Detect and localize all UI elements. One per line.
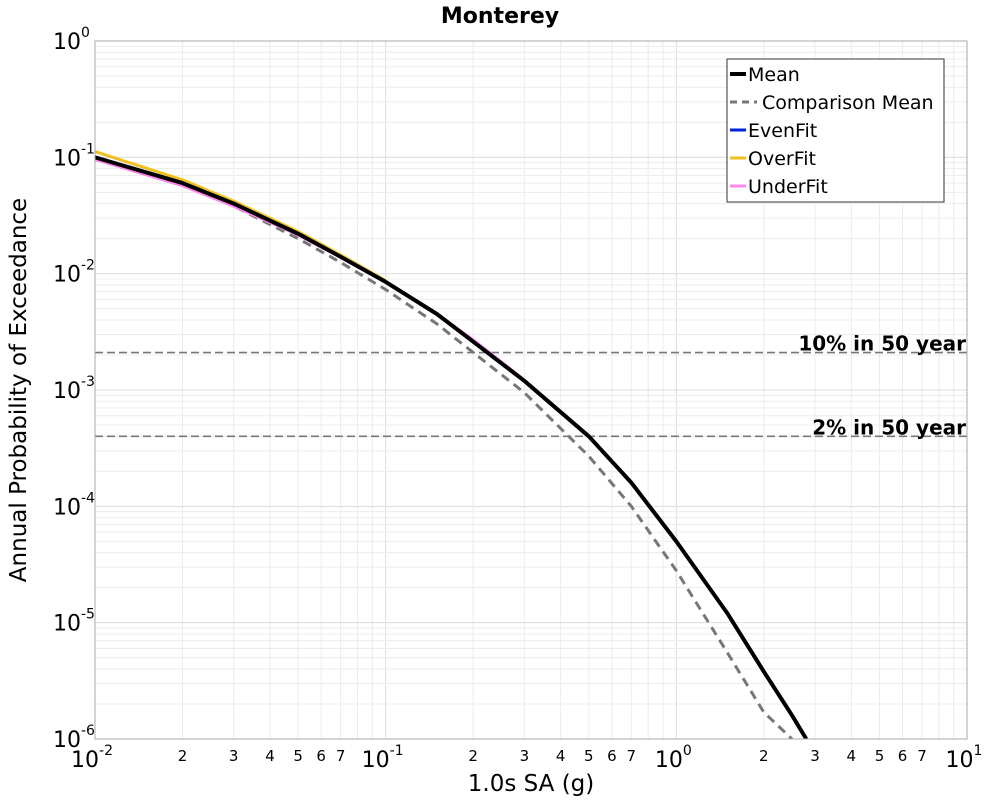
x-minor-tick-label: 3 xyxy=(810,747,820,765)
y-tick-label: 10-2 xyxy=(53,258,95,288)
y-tick-label: 10-6 xyxy=(53,723,95,753)
reference-line-label: 10% in 50 year xyxy=(798,332,966,356)
legend-label: EvenFit xyxy=(748,120,817,142)
x-minor-tick-label: 7 xyxy=(627,747,637,765)
series-line-mean xyxy=(95,155,809,739)
reference-lines: 10% in 50 year 2% in 50 year xyxy=(95,332,967,439)
y-tick-base: 10 xyxy=(53,379,81,404)
x-minor-tick-label: 3 xyxy=(229,747,239,765)
y-tick-exponent: -6 xyxy=(81,723,95,739)
y-tick-exponent: -1 xyxy=(81,141,95,157)
x-tick-base: 10 xyxy=(362,748,390,773)
series-line-evenfit xyxy=(95,156,808,739)
x-tick-base: 10 xyxy=(946,748,974,773)
y-tick-base: 10 xyxy=(53,728,81,753)
y-tick-label: 10-5 xyxy=(53,607,95,637)
x-minor-tick-label: 5 xyxy=(875,747,885,765)
x-minor-tick-label: 6 xyxy=(898,747,908,765)
y-tick-base: 10 xyxy=(53,146,81,171)
y-tick-exponent: -5 xyxy=(81,607,95,623)
x-tick-exponent: -1 xyxy=(390,743,404,759)
x-minor-tick-label: 2 xyxy=(178,747,188,765)
y-tick-exponent: -4 xyxy=(81,490,95,506)
legend-box xyxy=(726,58,945,203)
x-minor-tick-label: 3 xyxy=(520,747,530,765)
y-tick-label: 10-3 xyxy=(53,374,95,404)
x-minor-tick-label: 4 xyxy=(847,747,857,765)
x-tick-label: 10-2 xyxy=(71,743,113,773)
x-minor-tick-label: 6 xyxy=(607,747,617,765)
y-tick-exponent: -3 xyxy=(81,374,95,390)
reference-line-label: 2% in 50 year xyxy=(812,415,966,439)
y-tick-exponent: 0 xyxy=(81,25,90,41)
x-minor-tick-label: 4 xyxy=(556,747,566,765)
x-tick-label: 101 xyxy=(946,743,983,773)
x-minor-tick-label: 4 xyxy=(265,747,275,765)
plot-frame xyxy=(94,40,968,740)
legend-label: OverFit xyxy=(748,148,816,170)
y-tick-label: 10-4 xyxy=(53,490,95,520)
x-tick-exponent: 0 xyxy=(683,743,692,759)
x-tick-base: 10 xyxy=(71,748,99,773)
y-tick-label: 10-1 xyxy=(53,141,95,171)
x-minor-tick-label: 2 xyxy=(468,747,478,765)
legend-label: Comparison Mean xyxy=(762,92,934,114)
x-minor-tick-label: 7 xyxy=(336,747,346,765)
x-minor-tick-label: 2 xyxy=(759,747,769,765)
y-tick-base: 10 xyxy=(53,263,81,288)
y-axis-label: Annual Probability of Exceedance xyxy=(6,198,32,582)
y-tick-base: 10 xyxy=(53,495,81,520)
y-tick-label: 100 xyxy=(53,25,90,55)
x-minor-tick-label: 5 xyxy=(293,747,303,765)
y-tick-base: 10 xyxy=(53,612,81,637)
legend-label: UnderFit xyxy=(748,176,828,198)
chart-title: Monterey xyxy=(441,4,559,29)
grid xyxy=(95,41,967,739)
legend: Mean Comparison Mean EvenFit OverFit UnderFi… xyxy=(726,58,945,203)
x-minor-tick-label: 7 xyxy=(917,747,927,765)
x-tick-label: 10-1 xyxy=(362,743,404,773)
x-tick-exponent: 1 xyxy=(974,743,983,759)
x-tick-label: 100 xyxy=(655,743,692,773)
series-line-comparison-mean xyxy=(95,155,794,739)
series-lines xyxy=(95,150,809,739)
x-axis-label: 1.0s SA (g) xyxy=(468,771,595,797)
x-tick-base: 10 xyxy=(655,748,683,773)
x-tick-exponent: -2 xyxy=(99,743,113,759)
legend-label: Mean xyxy=(748,64,800,86)
x-minor-tick-label: 6 xyxy=(316,747,326,765)
y-tick-base: 10 xyxy=(53,30,81,55)
y-tick-exponent: -2 xyxy=(81,258,95,274)
x-minor-tick-label: 5 xyxy=(584,747,594,765)
